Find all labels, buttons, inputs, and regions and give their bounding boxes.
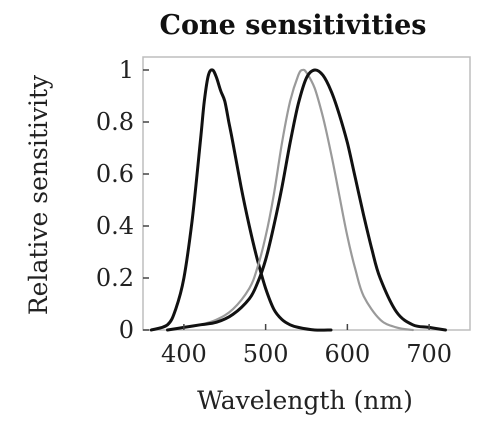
y-tick-label: 0.8 xyxy=(96,108,134,136)
y-tick-label: 0 xyxy=(119,316,134,344)
chart-title: Cone sensitivities xyxy=(160,10,427,41)
x-tick-label: 600 xyxy=(324,340,370,368)
plot-area: 400 500 600 700 0 0.2 0.4 0.6 0.8 1 xyxy=(96,56,471,368)
series-layer xyxy=(149,68,447,332)
y-tick-label: 0.4 xyxy=(96,212,134,240)
y-tick-label: 1 xyxy=(119,56,134,84)
x-tick-label: 400 xyxy=(161,340,207,368)
x-axis-label: Wavelength (nm) xyxy=(197,386,413,415)
s-cone-curve xyxy=(149,68,333,332)
x-tick-label: 500 xyxy=(243,340,289,368)
plot-frame xyxy=(142,56,471,331)
l-cone-curve xyxy=(166,68,447,332)
x-axis-ticks: 400 500 600 700 xyxy=(161,324,452,368)
y-axis-ticks: 0 0.2 0.4 0.6 0.8 1 xyxy=(96,56,149,344)
m-cone-curve xyxy=(166,68,414,332)
y-axis-label: Relative sensitivity xyxy=(24,74,53,315)
x-tick-label: 700 xyxy=(406,340,452,368)
y-tick-label: 0.6 xyxy=(96,160,134,188)
y-tick-label: 0.2 xyxy=(96,264,134,292)
